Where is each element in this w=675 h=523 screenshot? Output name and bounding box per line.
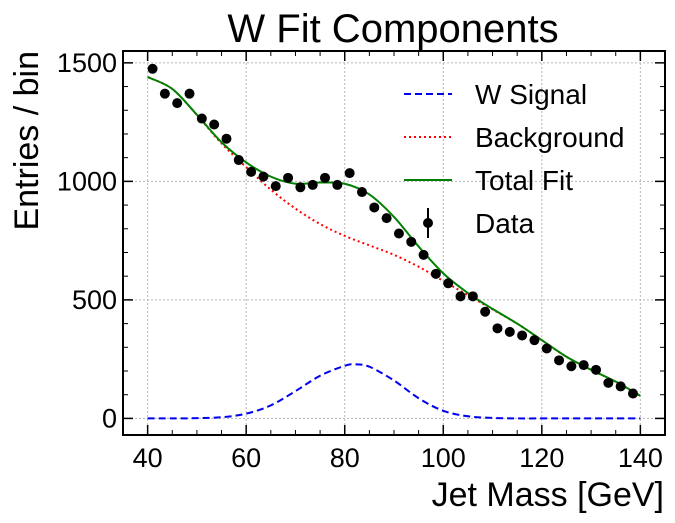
data-point: [393, 228, 404, 239]
data-point: [615, 381, 626, 392]
data-point: [517, 330, 528, 341]
legend-label-background: Background: [475, 122, 624, 153]
x-axis-label: Jet Mass [GeV]: [432, 476, 664, 514]
data-point: [627, 388, 638, 399]
data-point: [603, 377, 614, 388]
data-point: [504, 326, 515, 337]
data-point: [554, 355, 565, 366]
data-point: [283, 172, 294, 183]
data-point: [184, 88, 195, 99]
y-tick-label: 1500: [57, 48, 117, 78]
x-tick-label: 140: [618, 443, 663, 473]
grid: [123, 51, 665, 435]
data-points: [147, 63, 638, 399]
axis-ticks: [122, 51, 666, 435]
y-axis-label: Entries / bin: [8, 51, 46, 231]
data-point: [147, 63, 158, 74]
data-point: [578, 360, 589, 371]
x-tick-label: 60: [231, 443, 261, 473]
data-point: [246, 166, 257, 177]
data-point: [356, 187, 367, 198]
series-w-signal: [147, 363, 641, 420]
data-point: [566, 361, 577, 372]
legend-label-data: Data: [475, 208, 535, 239]
data-point: [344, 168, 355, 179]
legend-label-signal: W Signal: [475, 79, 587, 110]
data-point: [258, 171, 269, 182]
legend-label-total: Total Fit: [475, 165, 573, 196]
data-point: [443, 278, 454, 289]
data-point: [455, 291, 466, 302]
data-point: [209, 119, 220, 130]
data-point: [591, 364, 602, 375]
tick-labels: 40 60 80 100 120 140 0 500 1000 1500: [57, 48, 663, 473]
data-point: [295, 182, 306, 193]
data-point: [406, 236, 417, 247]
data-point: [270, 181, 281, 192]
data-point: [430, 268, 441, 279]
data-point: [320, 172, 331, 183]
x-tick-label: 80: [330, 443, 360, 473]
y-tick-label: 1000: [57, 166, 117, 196]
data-point: [233, 155, 244, 166]
legend: W Signal Background Total Fit Data: [404, 79, 624, 239]
data-point: [196, 113, 207, 124]
data-point: [541, 343, 552, 354]
legend-swatch-data-marker: [423, 218, 433, 228]
chart-title: W Fit Components: [227, 7, 558, 51]
x-tick-label: 100: [421, 443, 466, 473]
data-point: [492, 323, 503, 334]
data-point: [172, 98, 183, 109]
data-point: [221, 133, 232, 144]
data-point: [332, 179, 343, 190]
y-tick-label: 0: [102, 403, 117, 433]
series-total-fit: [147, 76, 641, 397]
data-point: [529, 335, 540, 346]
data-point: [381, 213, 392, 224]
series-layer: [147, 76, 641, 420]
data-point: [467, 291, 478, 302]
data-point: [480, 306, 491, 317]
y-tick-label: 500: [72, 285, 117, 315]
x-tick-label: 40: [133, 443, 163, 473]
data-point: [307, 179, 318, 190]
data-point: [369, 202, 380, 213]
x-tick-label: 120: [519, 443, 564, 473]
data-point: [418, 249, 429, 260]
data-point: [159, 88, 170, 99]
